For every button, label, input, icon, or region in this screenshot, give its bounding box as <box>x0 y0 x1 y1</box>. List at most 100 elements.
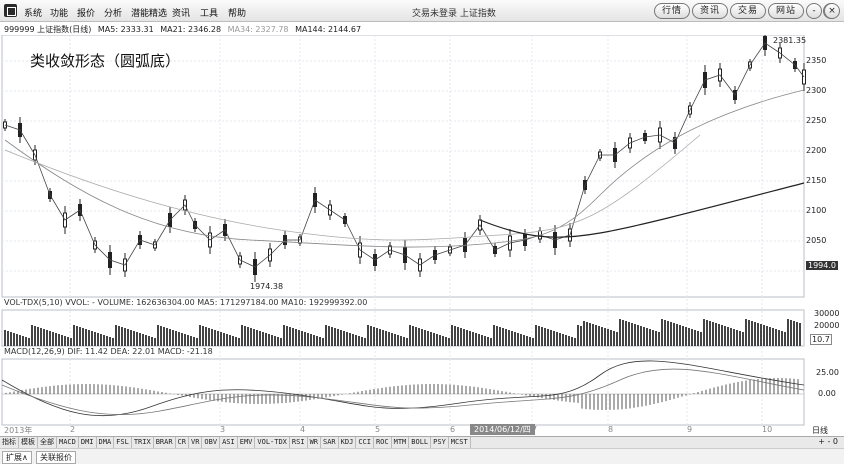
menu-tools[interactable]: 工具 <box>200 9 219 19</box>
news-button[interactable]: 资讯 <box>692 3 728 19</box>
volume-bar <box>757 323 759 346</box>
month-label: 6 <box>450 425 456 434</box>
volume-bar <box>673 323 675 346</box>
volume-bar <box>67 337 69 346</box>
volume-bar <box>511 331 513 346</box>
volume-bar <box>10 332 12 346</box>
menu-system[interactable]: 系统 <box>24 9 43 19</box>
volume-bar <box>433 333 435 346</box>
volume-bar <box>196 338 198 346</box>
tab-cr[interactable]: CR <box>176 437 189 448</box>
tab-boll[interactable]: BOLL <box>409 437 432 448</box>
volume-bar <box>595 325 597 346</box>
tab-mcst[interactable]: MCST <box>449 437 471 448</box>
minimize-icon[interactable]: - <box>806 3 822 19</box>
tab-dmi[interactable]: DMI <box>79 437 97 448</box>
related-quote-tab[interactable]: 关联报价 <box>36 451 76 464</box>
ma144-line <box>479 182 805 238</box>
tab-kdj[interactable]: KDJ <box>339 437 357 448</box>
volume-bar <box>115 325 117 346</box>
volume-bar <box>682 326 684 346</box>
volume-bar <box>16 334 18 346</box>
volume-bar <box>217 331 219 346</box>
quote-button[interactable]: 行情 <box>654 3 690 19</box>
tab-trix[interactable]: TRIX <box>132 437 154 448</box>
tab-fsl[interactable]: FSL <box>114 437 132 448</box>
volume-bar <box>619 319 621 346</box>
volume-bar <box>589 323 591 346</box>
volume-bar <box>772 328 774 346</box>
login-status: 交易未登录 上证指数 <box>412 9 496 19</box>
date-cursor: 2014/06/12/四 <box>470 424 535 435</box>
volume-bar <box>559 333 561 346</box>
menu-bar: 系统 功能 报价 分析 潜能精选 资讯 工具 帮助 交易未登录 上证指数 行情 … <box>0 0 844 22</box>
menu-news[interactable]: 资讯 <box>172 9 191 19</box>
volume-bar <box>232 336 234 346</box>
volume-bar <box>379 329 381 346</box>
tab-vol-tdx[interactable]: VOL-TDX <box>255 437 290 448</box>
tab-roc[interactable]: ROC <box>374 437 392 448</box>
volume-bar <box>781 331 783 346</box>
tab-dma[interactable]: DMA <box>97 437 115 448</box>
volume-bar <box>361 337 363 346</box>
tab-macd[interactable]: MACD <box>57 437 79 448</box>
tab-all[interactable]: 全部 <box>38 437 57 448</box>
menu-help[interactable]: 帮助 <box>228 9 247 19</box>
tab-cci[interactable]: CCI <box>356 437 374 448</box>
close-icon[interactable]: × <box>824 3 840 19</box>
expand-tab[interactable]: 扩展∧ <box>2 451 32 464</box>
volume-bar <box>514 332 516 346</box>
volume-bar <box>256 330 258 346</box>
volume-bar <box>631 323 633 346</box>
tab-emv[interactable]: EMV <box>238 437 256 448</box>
volume-bar <box>607 329 609 346</box>
volume-bar <box>472 332 474 346</box>
tab-vr[interactable]: VR <box>189 437 203 448</box>
volume-bar <box>403 337 405 346</box>
website-button[interactable]: 网站 <box>768 3 804 19</box>
ma21-label: MA21: 2346.28 <box>160 25 222 34</box>
tab-rsi[interactable]: RSI <box>290 437 308 448</box>
volume-bar <box>640 326 642 346</box>
stock-chart[interactable] <box>0 35 844 435</box>
menu-potential[interactable]: 潜能精选 <box>131 9 168 19</box>
volume-bar <box>745 319 747 346</box>
tab-indicator[interactable]: 指标 <box>0 437 19 448</box>
volume-bar <box>43 329 45 346</box>
volume-bar <box>601 327 603 346</box>
tab-brar[interactable]: BRAR <box>154 437 176 448</box>
volume-bar <box>70 338 72 346</box>
volume-bar <box>754 322 756 346</box>
volume-bar <box>394 334 396 346</box>
period-label[interactable]: 日线 <box>812 426 828 435</box>
volume-bar <box>400 336 402 346</box>
month-label: 9 <box>687 425 693 434</box>
macd-legend: MACD(12,26,9) DIF: 11.42 DEA: 22.01 MACD… <box>4 347 213 356</box>
menu-analysis[interactable]: 分析 <box>104 9 123 19</box>
volume-bar <box>184 334 186 346</box>
volume-bar <box>121 327 123 346</box>
tab-mtm[interactable]: MTM <box>392 437 410 448</box>
tab-template[interactable]: 模板 <box>19 437 38 448</box>
indicator-tab-bar: 指标 模板 全部 MACD DMI DMA FSL TRIX BRAR CR VR OBV ASI EMV… <box>0 436 844 448</box>
tab-wr[interactable]: WR <box>308 437 321 448</box>
volume-bar <box>652 330 654 346</box>
volume-bar <box>151 337 153 346</box>
menu-quote[interactable]: 报价 <box>77 9 96 19</box>
tab-asi[interactable]: ASI <box>220 437 238 448</box>
volume-bar <box>799 323 801 346</box>
tab-obv[interactable]: OBV <box>202 437 221 448</box>
volume-bar <box>148 336 150 346</box>
volume-bar <box>292 328 294 346</box>
volume-bar <box>157 325 159 346</box>
tab-sar[interactable]: SAR <box>321 437 339 448</box>
volume-bar <box>628 322 630 346</box>
volume-bar <box>505 329 507 346</box>
trade-button[interactable]: 交易 <box>730 3 766 19</box>
zoom-controls[interactable]: + - 0 <box>818 437 838 446</box>
volume-bar <box>367 325 369 346</box>
menu-function[interactable]: 功能 <box>50 9 69 19</box>
tab-psy[interactable]: PSY <box>431 437 449 448</box>
volume-bar <box>103 335 105 346</box>
volume-bar <box>634 324 636 346</box>
